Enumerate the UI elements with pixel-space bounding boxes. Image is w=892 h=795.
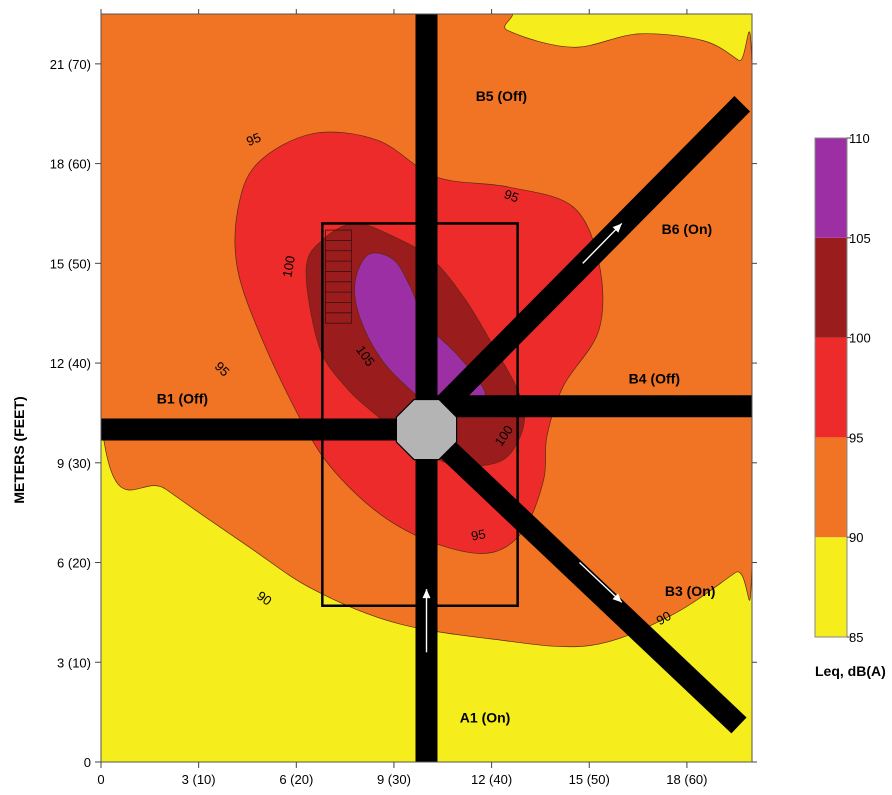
y-tick-label: 3 (10)	[57, 655, 91, 670]
airflow-arrow-b6	[582, 222, 623, 264]
contour-label: 95	[470, 526, 487, 543]
colorbar-frame	[814, 137, 848, 638]
x-tick-label: 6 (20)	[279, 772, 313, 787]
y-tick-label: 18 (60)	[50, 157, 91, 172]
duct-label: A1 (On)	[460, 709, 511, 725]
duct-labels: A1 (On) B1 (Off) B3 (On) B4 (Off) B5 (Off) B6…	[157, 88, 716, 726]
colorbar-tick-label: 85	[849, 630, 863, 645]
colorbar-tick-label: 110	[849, 131, 870, 146]
x-tick-label: 0	[97, 772, 104, 787]
airflow-arrow-b3	[579, 562, 623, 603]
contour-label: 90	[654, 608, 674, 628]
y-tick-label: 21 (70)	[50, 57, 91, 72]
colorbar-tick-label: 100	[849, 331, 871, 346]
colorbar-band-90-95	[815, 437, 847, 538]
colorbar-band-105-110	[815, 138, 847, 238]
duct-label: B5 (Off)	[476, 88, 527, 104]
y-tick-label: 12 (40)	[50, 356, 91, 371]
x-tick-label: 9 (30)	[377, 772, 411, 787]
duct-b3	[418, 421, 747, 734]
y-tick-label: 6 (20)	[57, 556, 91, 571]
colorbar-tick-label: 95	[849, 430, 863, 445]
colorbar-title: Leq, dB(A)	[815, 663, 886, 679]
duct-label: B4 (Off)	[629, 370, 680, 386]
colorbar-tick-label: 90	[849, 530, 863, 545]
duct-label: B3 (On)	[665, 583, 716, 599]
duct-b6	[431, 96, 751, 418]
x-tick-label: 3 (10)	[182, 772, 216, 787]
y-axis: 0 3 (10) 6 (20) 9 (30) 12 (40) 15 (50) 18 (60)…	[50, 57, 757, 770]
contour-label: 100	[279, 254, 298, 278]
y-tick-label: 0	[84, 755, 91, 770]
x-tick-label: 15 (50)	[569, 772, 610, 787]
y-tick-label: 15 (50)	[50, 256, 91, 271]
colorbar: 85 90 95 100 105 110	[814, 131, 871, 645]
duct-junction	[395, 398, 458, 461]
airflow-arrow-a1	[422, 589, 431, 653]
colorbar-band-95-100	[815, 337, 847, 438]
x-tick-label: 12 (40)	[471, 772, 512, 787]
duct-layer	[101, 14, 752, 762]
plot-frame	[100, 13, 753, 763]
colorbar-band-100-105	[815, 237, 847, 338]
colorbar-band-85-90	[815, 537, 847, 637]
contour-label: 95	[502, 186, 521, 205]
x-axis: 0 3 (10) 6 (20) 9 (30) 12 (40) 15 (50) 18 (60)	[97, 9, 708, 787]
x-tick-label: 18 (60)	[666, 772, 707, 787]
vent-grille	[325, 229, 353, 324]
y-tick-label: 9 (30)	[57, 456, 91, 471]
contour-label: 95	[244, 130, 263, 149]
colorbar-tick-label: 105	[849, 231, 871, 246]
y-axis-title: METERS (FEET)	[11, 396, 27, 503]
duct-label: B1 (Off)	[157, 390, 208, 406]
contour-label: 90	[254, 588, 274, 609]
duct-label: B6 (On)	[662, 221, 713, 237]
